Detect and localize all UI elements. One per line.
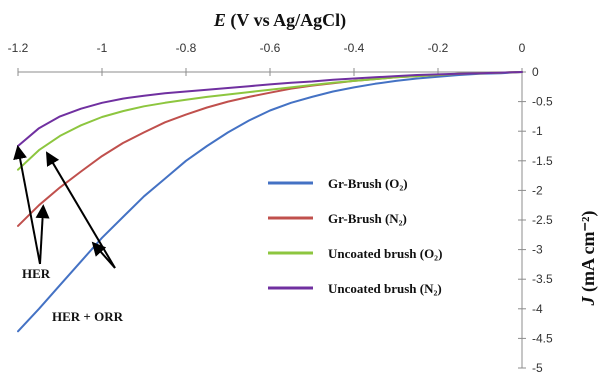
x-axis-title: E (V vs Ag/AgCl) xyxy=(213,10,346,31)
annotation-arrow-0-1 xyxy=(35,204,50,265)
y-tick-label: -1 xyxy=(532,124,543,138)
y-axis-title: J (mA cm⁻²) xyxy=(578,211,599,307)
x-tick-label: -0.6 xyxy=(260,41,281,55)
x-axis-title-text: (V vs Ag/AgCl) xyxy=(226,10,346,31)
legend-label-2: Uncoated brush (O₂) xyxy=(328,246,442,261)
x-tick-label: -0.4 xyxy=(344,41,365,55)
y-tick-label: -4 xyxy=(532,302,543,316)
y-tick-label: -5 xyxy=(532,361,543,375)
y-tick-label: -3 xyxy=(532,243,543,257)
y-tick-label: 0 xyxy=(532,65,539,79)
y-tick-label: -0.5 xyxy=(532,95,553,109)
y-tick-label: -4.5 xyxy=(532,331,553,345)
legend-label-1: Gr-Brush (N₂) xyxy=(328,211,407,226)
x-tick-label: -1.2 xyxy=(8,41,29,55)
series-line-3 xyxy=(17,71,523,147)
annotation-label-1: HER + ORR xyxy=(52,309,124,324)
legend-label-3: Uncoated brush (N₂) xyxy=(328,281,442,296)
series-line-2 xyxy=(17,71,523,171)
legend-label-0: Gr-Brush (O₂) xyxy=(328,176,408,191)
y-tick-label: -1.5 xyxy=(532,154,553,168)
series-line-1 xyxy=(17,71,523,227)
y-tick-label: -2 xyxy=(532,183,543,197)
y-axis-title-symbol: J xyxy=(578,295,598,306)
series-line-0 xyxy=(17,71,523,333)
y-axis-title-text: (mA cm⁻²) xyxy=(578,211,599,297)
x-tick-label: -0.2 xyxy=(428,41,449,55)
annotation-arrow-0-0 xyxy=(13,145,41,265)
annotation-arrow-1-1 xyxy=(91,241,116,269)
y-tick-label: -2.5 xyxy=(532,213,553,227)
x-axis-title-symbol: E xyxy=(213,10,226,30)
x-tick-label: 0 xyxy=(519,41,526,55)
x-tick-label: -1 xyxy=(97,41,108,55)
y-tick-label: -3.5 xyxy=(532,272,553,286)
curves xyxy=(17,71,523,333)
x-tick-label: -0.8 xyxy=(176,41,197,55)
legend: Gr-Brush (O₂) Gr-Brush (N₂) Uncoated brush… xyxy=(268,176,442,296)
annotations: HER HER + ORR xyxy=(13,145,124,324)
axes: -1.2 -1 -0.8 -0.6 -0.4 -0.2 00 -0.5 -1 -1.5 -2 -2.5… xyxy=(8,41,553,375)
annotation-label-0: HER xyxy=(22,266,51,281)
